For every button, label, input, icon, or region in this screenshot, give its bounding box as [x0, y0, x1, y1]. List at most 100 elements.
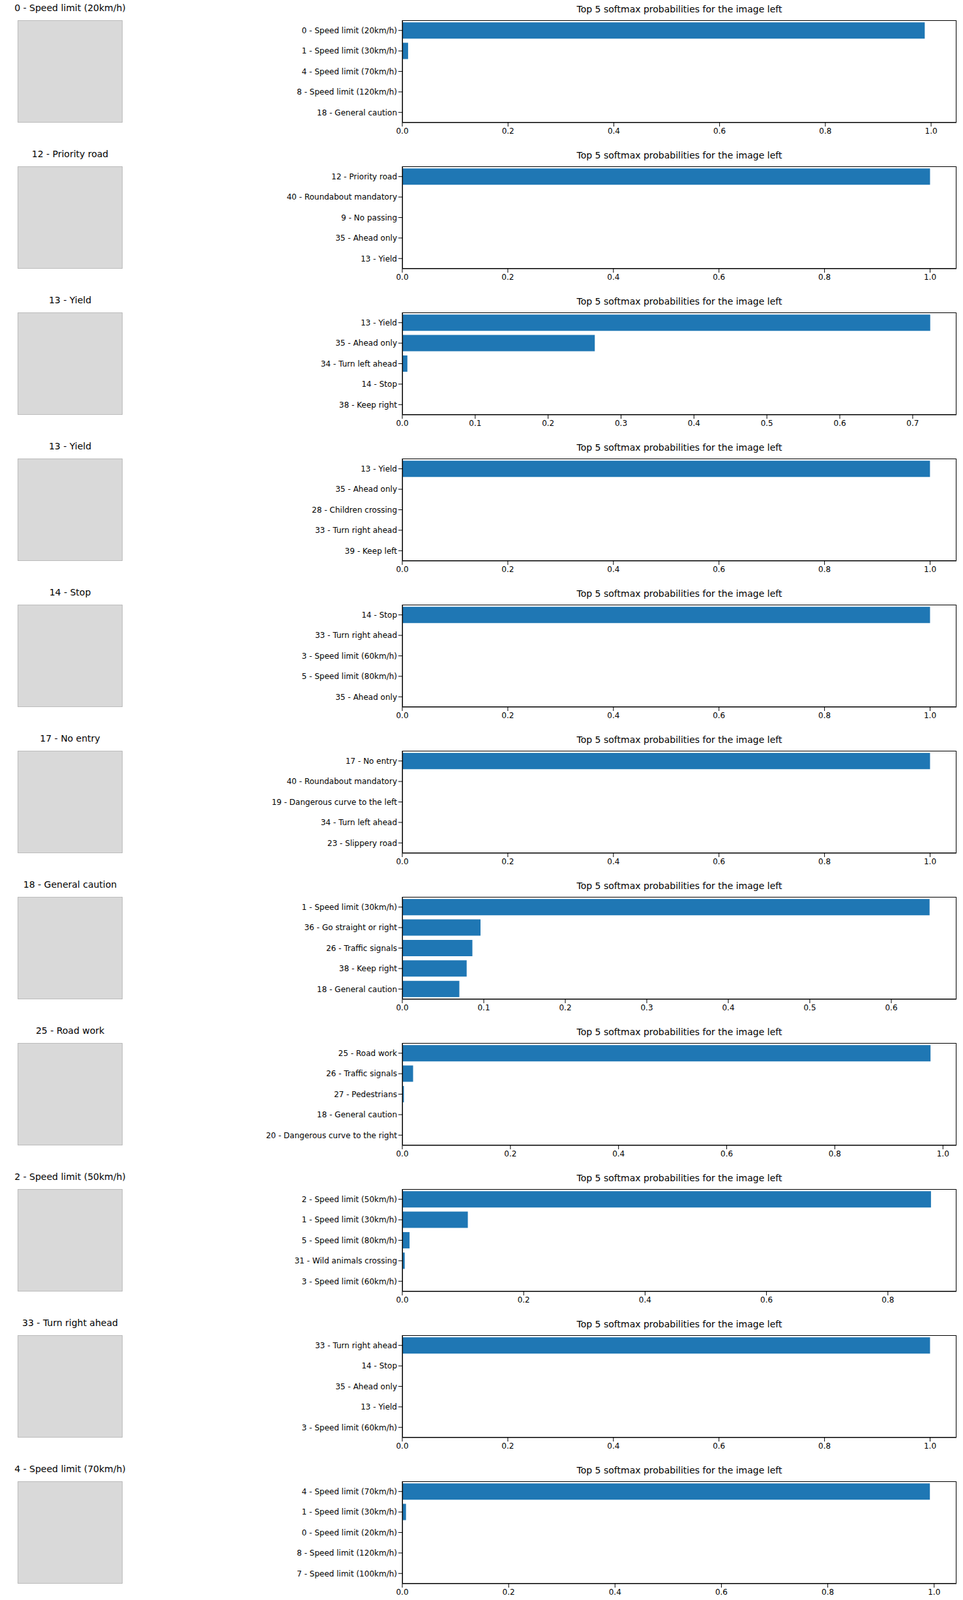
- svg-text:0.4: 0.4: [608, 1586, 622, 1597]
- svg-text:0.8: 0.8: [821, 1586, 834, 1597]
- svg-text:0 - Speed limit (20km/h): 0 - Speed limit (20km/h): [301, 1527, 398, 1537]
- svg-text:0.2: 0.2: [501, 272, 514, 282]
- svg-text:8 - Speed limit (120km/h): 8 - Speed limit (120km/h): [296, 1547, 398, 1557]
- svg-text:4 - Speed limit (70km/h): 4 - Speed limit (70km/h): [301, 67, 398, 77]
- svg-text:0.2: 0.2: [558, 1002, 572, 1012]
- svg-text:0.6: 0.6: [715, 1586, 728, 1597]
- svg-text:0.0: 0.0: [395, 418, 409, 428]
- svg-text:0.2: 0.2: [541, 418, 555, 428]
- svg-text:1.0: 1.0: [923, 710, 937, 720]
- svg-text:35 - Ahead only: 35 - Ahead only: [335, 1381, 398, 1391]
- svg-text:0.1: 0.1: [468, 418, 482, 428]
- svg-text:0.8: 0.8: [818, 1440, 831, 1451]
- svg-text:18 - General caution: 18 - General caution: [316, 108, 398, 118]
- svg-text:34 - Turn left ahead: 34 - Turn left ahead: [320, 817, 398, 827]
- svg-text:8 - Speed limit (120km/h): 8 - Speed limit (120km/h): [296, 87, 398, 97]
- svg-text:1.0: 1.0: [923, 564, 937, 574]
- svg-text:18 - General caution: 18 - General caution: [316, 1109, 398, 1119]
- svg-text:0.2: 0.2: [502, 126, 515, 136]
- svg-text:0.8: 0.8: [818, 710, 831, 720]
- svg-text:28 - Children crossing: 28 - Children crossing: [311, 505, 398, 515]
- svg-text:0.2: 0.2: [517, 1294, 531, 1304]
- svg-text:0.0: 0.0: [395, 710, 409, 720]
- svg-text:19 - Dangerous curve to the le: 19 - Dangerous curve to the left: [271, 797, 398, 807]
- svg-text:0.0: 0.0: [395, 272, 409, 282]
- svg-text:1 - Speed limit (30km/h): 1 - Speed limit (30km/h): [301, 1506, 398, 1516]
- svg-text:0.4: 0.4: [607, 272, 620, 282]
- svg-text:0.6: 0.6: [713, 126, 726, 136]
- svg-text:1.0: 1.0: [923, 856, 937, 866]
- svg-text:0.0: 0.0: [395, 564, 409, 574]
- svg-text:0.3: 0.3: [640, 1002, 653, 1012]
- svg-text:12 - Priority road: 12 - Priority road: [331, 172, 398, 182]
- svg-text:0.4: 0.4: [612, 1148, 625, 1158]
- svg-text:39 - Keep left: 39 - Keep left: [344, 546, 398, 556]
- svg-text:14 - Stop: 14 - Stop: [361, 379, 398, 389]
- svg-text:0.4: 0.4: [607, 564, 620, 574]
- svg-text:9 - No passing: 9 - No passing: [340, 213, 398, 223]
- svg-text:13 - Yield: 13 - Yield: [360, 464, 398, 474]
- svg-text:26 - Traffic signals: 26 - Traffic signals: [325, 1068, 398, 1078]
- svg-text:0.8: 0.8: [828, 1148, 842, 1158]
- svg-text:0.5: 0.5: [760, 418, 774, 428]
- svg-text:0.2: 0.2: [503, 1148, 517, 1158]
- svg-text:7 - Speed limit (100km/h): 7 - Speed limit (100km/h): [296, 1568, 398, 1578]
- svg-text:34 - Turn left ahead: 34 - Turn left ahead: [320, 359, 398, 369]
- svg-text:1.0: 1.0: [923, 272, 937, 282]
- svg-text:3 - Speed limit (60km/h): 3 - Speed limit (60km/h): [301, 651, 398, 661]
- svg-text:33 - Turn right ahead: 33 - Turn right ahead: [314, 525, 398, 535]
- svg-text:3 - Speed limit (60km/h): 3 - Speed limit (60km/h): [301, 1422, 398, 1432]
- svg-text:0.8: 0.8: [818, 856, 831, 866]
- svg-text:0.6: 0.6: [712, 272, 726, 282]
- svg-text:23 - Slippery road: 23 - Slippery road: [327, 838, 398, 848]
- svg-text:1 - Speed limit (30km/h): 1 - Speed limit (30km/h): [301, 902, 398, 912]
- svg-text:0.2: 0.2: [502, 1586, 516, 1597]
- svg-text:0.0: 0.0: [395, 856, 409, 866]
- svg-text:0.8: 0.8: [818, 272, 831, 282]
- svg-text:40 - Roundabout mandatory: 40 - Roundabout mandatory: [286, 776, 398, 786]
- svg-text:31 - Wild animals crossing: 31 - Wild animals crossing: [294, 1255, 398, 1265]
- svg-text:13 - Yield: 13 - Yield: [360, 1401, 398, 1411]
- svg-text:27 - Pedestrians: 27 - Pedestrians: [333, 1089, 398, 1099]
- svg-text:13 - Yield: 13 - Yield: [360, 254, 398, 264]
- svg-text:0.8: 0.8: [818, 564, 831, 574]
- svg-text:1.0: 1.0: [936, 1148, 950, 1158]
- svg-text:0.0: 0.0: [395, 1002, 409, 1012]
- svg-text:0.6: 0.6: [720, 1148, 733, 1158]
- svg-text:0.4: 0.4: [638, 1294, 652, 1304]
- svg-text:0.4: 0.4: [607, 856, 620, 866]
- svg-text:1 - Speed limit (30km/h): 1 - Speed limit (30km/h): [301, 46, 398, 56]
- svg-text:0.3: 0.3: [614, 418, 628, 428]
- svg-text:5 - Speed limit (80km/h): 5 - Speed limit (80km/h): [301, 671, 398, 681]
- svg-text:0.4: 0.4: [607, 710, 620, 720]
- svg-text:5 - Speed limit (80km/h): 5 - Speed limit (80km/h): [301, 1235, 398, 1245]
- svg-text:38 - Keep right: 38 - Keep right: [339, 963, 398, 973]
- svg-text:0.5: 0.5: [803, 1002, 816, 1012]
- svg-text:0.6: 0.6: [760, 1294, 773, 1304]
- svg-text:14 - Stop: 14 - Stop: [361, 610, 398, 620]
- svg-text:38 - Keep right: 38 - Keep right: [339, 400, 398, 410]
- svg-text:0.0: 0.0: [395, 1586, 409, 1597]
- svg-text:2 - Speed limit (50km/h): 2 - Speed limit (50km/h): [301, 1194, 398, 1204]
- svg-text:17 - No entry: 17 - No entry: [345, 756, 398, 766]
- svg-text:0.8: 0.8: [818, 126, 832, 136]
- svg-text:0.4: 0.4: [607, 1440, 620, 1451]
- svg-text:0.8: 0.8: [881, 1294, 894, 1304]
- svg-text:0.0: 0.0: [395, 1294, 409, 1304]
- svg-text:4 - Speed limit (70km/h): 4 - Speed limit (70km/h): [301, 1486, 398, 1496]
- svg-text:0 - Speed limit (20km/h): 0 - Speed limit (20km/h): [301, 26, 398, 36]
- svg-text:1.0: 1.0: [925, 126, 938, 136]
- svg-text:35 - Ahead only: 35 - Ahead only: [335, 484, 398, 494]
- svg-text:0.6: 0.6: [712, 1440, 726, 1451]
- svg-text:0.4: 0.4: [607, 126, 621, 136]
- svg-text:35 - Ahead only: 35 - Ahead only: [335, 338, 398, 348]
- svg-text:0.0: 0.0: [395, 126, 409, 136]
- svg-text:0.6: 0.6: [712, 564, 726, 574]
- svg-text:0.2: 0.2: [501, 1440, 514, 1451]
- svg-text:1.0: 1.0: [927, 1586, 941, 1597]
- svg-text:0.2: 0.2: [501, 710, 514, 720]
- svg-text:0.1: 0.1: [477, 1002, 490, 1012]
- svg-text:26 - Traffic signals: 26 - Traffic signals: [325, 943, 398, 953]
- svg-text:35 - Ahead only: 35 - Ahead only: [335, 692, 398, 702]
- svg-text:14 - Stop: 14 - Stop: [361, 1360, 398, 1370]
